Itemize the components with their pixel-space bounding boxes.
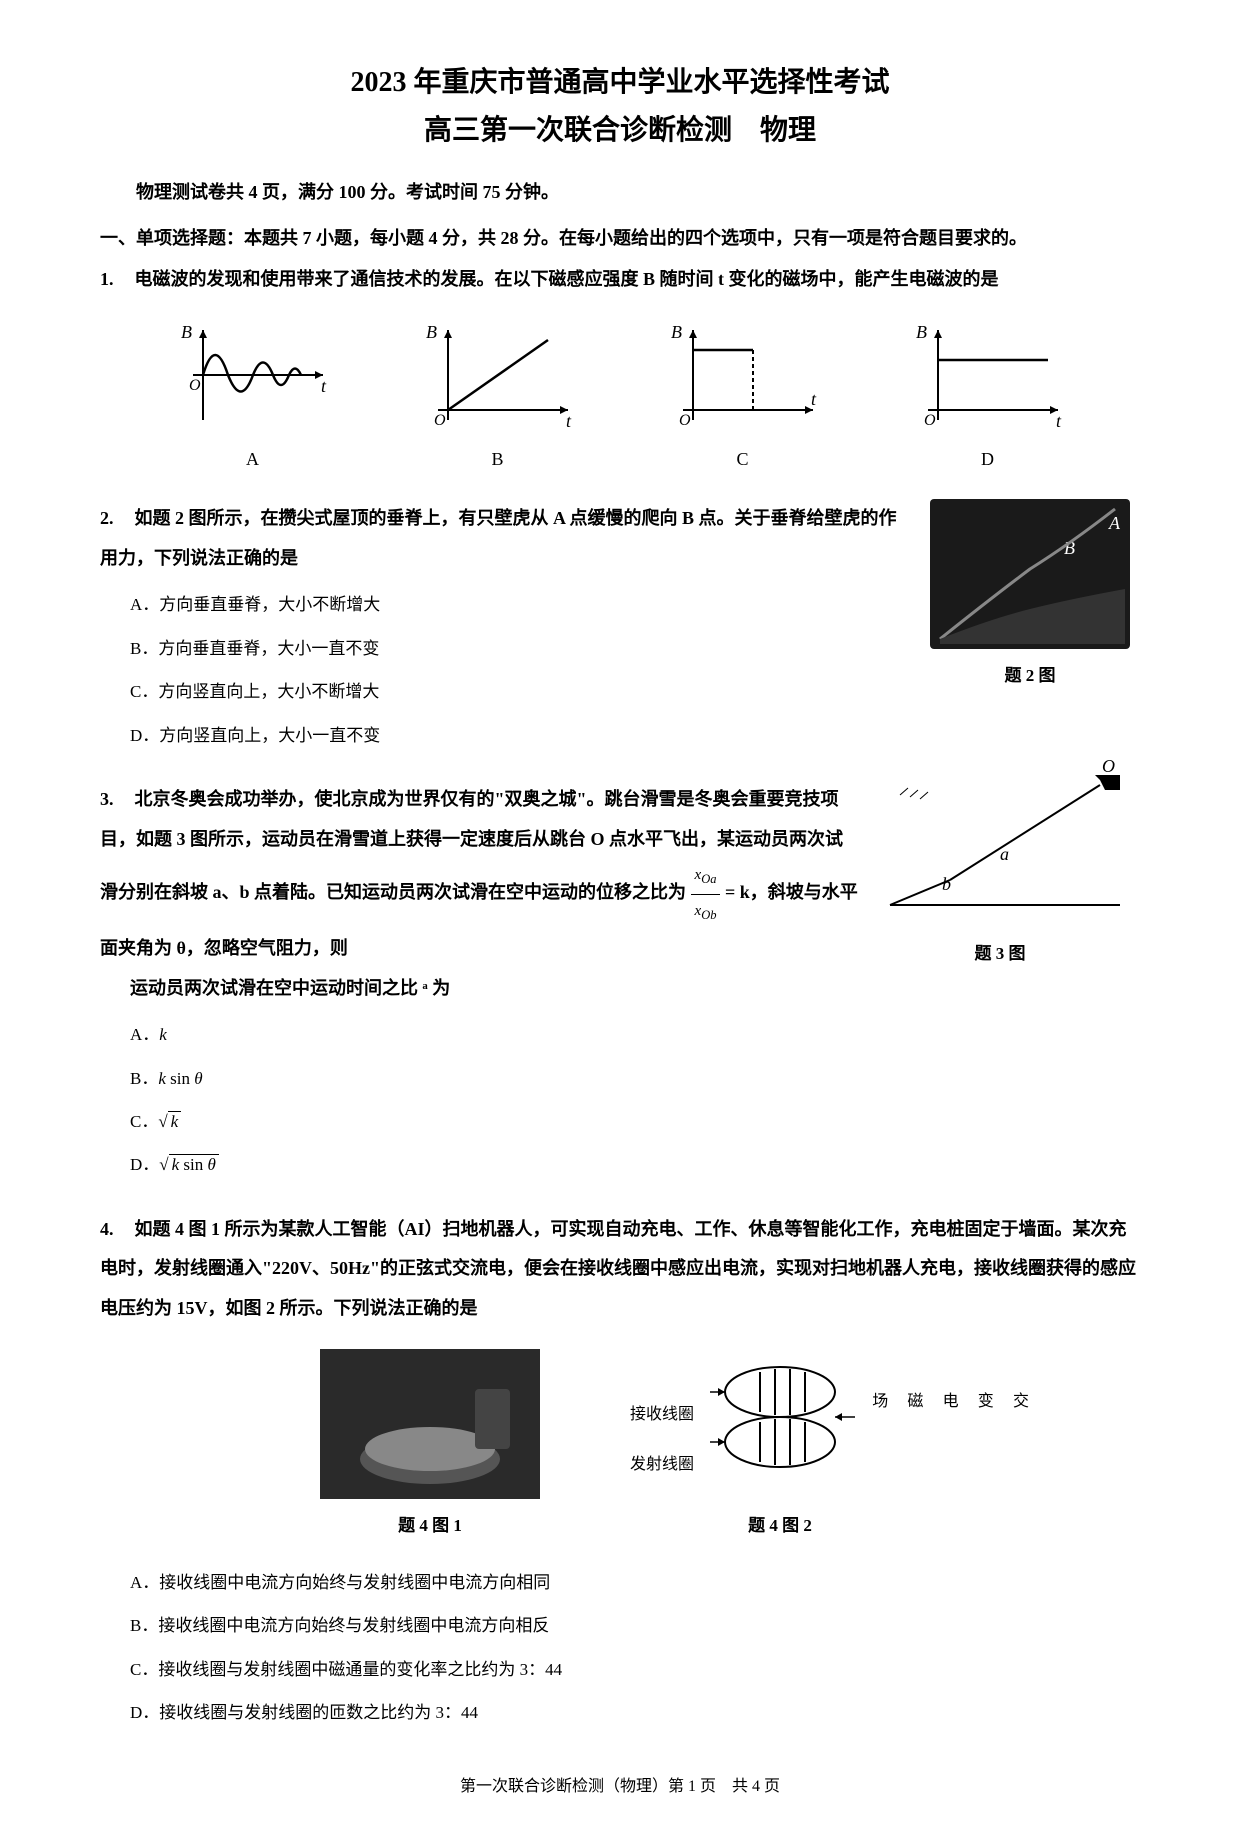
graph-d: B t O — [908, 315, 1068, 435]
q3-fraction: xOa xOb — [691, 859, 721, 929]
q4-stem: 如题 4 图 1 所示为某款人工智能（AI）扫地机器人，可实现自动充电、工作、休… — [100, 1219, 1136, 1318]
svg-text:B: B — [916, 322, 927, 342]
q1-number: 1. — [100, 260, 130, 300]
q4-choice-d: D．接收线圈与发射线圈的匝数之比约为 3：44 — [130, 1694, 1140, 1731]
q4-fig2: 接收线圈 发射线圈 交变电磁场 题 4 图 2 — [640, 1352, 920, 1544]
q4-choice-b: B．接收线圈中电流方向始终与发射线圈中电流方向相反 — [130, 1607, 1140, 1644]
q1-label-c: C — [663, 440, 823, 480]
svg-text:t: t — [566, 411, 572, 430]
svg-text:t: t — [811, 389, 817, 409]
q4-caption1: 题 4 图 1 — [320, 1507, 540, 1544]
q2-roof-image: A B — [930, 499, 1130, 649]
q2-caption: 题 2 图 — [920, 657, 1140, 694]
question-3: O a b 题 3 图 3. 北京冬奥会成功举办，使北京成为世界仅有的"双奥之城… — [100, 780, 1140, 1190]
q3-caption: 题 3 图 — [860, 935, 1140, 972]
svg-text:O: O — [679, 412, 691, 429]
title-main: 2023 年重庆市普通高中学业水平选择性考试 — [100, 60, 1140, 100]
q1-figures: B t O A B t O — [130, 315, 1110, 480]
page-footer: 第一次联合诊断检测（物理）第 1 页 共 4 页 — [100, 1772, 1140, 1796]
q1-stem: 电磁波的发现和使用带来了通信技术的发展。在以下磁感应强度 B 随时间 t 变化的… — [135, 269, 999, 289]
q3-frac-bot: xOb — [691, 895, 721, 930]
svg-text:O: O — [1102, 760, 1115, 776]
q1-fig-c: B t O C — [663, 315, 823, 480]
exam-info: 物理测试卷共 4 页，满分 100 分。考试时间 75 分钟。 — [100, 178, 1140, 204]
section-1-header: 一、单项选择题：本题共 7 小题，每小题 4 分，共 28 分。在每小题给出的四… — [100, 224, 1140, 250]
q3-choice-d: D．√k sin θ — [130, 1146, 1140, 1183]
svg-text:a: a — [1000, 844, 1009, 864]
q2-stem: 如题 2 图所示，在攒尖式屋顶的垂脊上，有只壁虎从 A 点缓慢的爬向 B 点。关… — [100, 508, 897, 568]
svg-text:B: B — [426, 322, 437, 342]
q4-choice-c: C．接收线圈与发射线圈中磁通量的变化率之比约为 3：44 — [130, 1651, 1140, 1688]
svg-text:t: t — [1056, 411, 1062, 430]
q4-recv-label: 接收线圈 — [630, 1397, 694, 1432]
q3-figure: O a b 题 3 图 — [860, 760, 1140, 972]
q3-choice-b: B．k sin θ — [130, 1060, 1140, 1097]
q4-fig1: 题 4 图 1 — [320, 1349, 540, 1544]
q4-number: 4. — [100, 1210, 130, 1250]
q3-choice-a: A．k — [130, 1016, 1140, 1053]
question-1: 1. 电磁波的发现和使用带来了通信技术的发展。在以下磁感应强度 B 随时间 t … — [100, 260, 1140, 479]
graph-b: B t O — [418, 315, 578, 435]
title-sub: 高三第一次联合诊断检测 物理 — [100, 108, 1140, 148]
q4-choices: A．接收线圈中电流方向始终与发射线圈中电流方向相同 B．接收线圈中电流方向始终与… — [130, 1564, 1140, 1732]
q2-number: 2. — [100, 499, 130, 539]
q1-label-b: B — [418, 440, 578, 480]
q1-fig-b: B t O B — [418, 315, 578, 480]
q3-choices: A．k B．k sin θ C．√k D．√k sin θ — [130, 1016, 1140, 1184]
svg-text:b: b — [942, 874, 951, 894]
question-4: 4. 如题 4 图 1 所示为某款人工智能（AI）扫地机器人，可实现自动充电、工… — [100, 1210, 1140, 1732]
svg-text:O: O — [434, 412, 446, 429]
q1-label-a: A — [173, 440, 333, 480]
graph-c: B t O — [663, 315, 823, 435]
svg-text:t: t — [321, 376, 327, 396]
q4-send-label: 发射线圈 — [630, 1447, 694, 1482]
q4-figures: 题 4 图 1 接收线圈 — [100, 1349, 1140, 1544]
q4-choice-a: A．接收线圈中电流方向始终与发射线圈中电流方向相同 — [130, 1564, 1140, 1601]
q2-choice-d: D．方向竖直向上，大小一直不变 — [130, 717, 1140, 754]
q1-label-d: D — [908, 440, 1068, 480]
svg-text:O: O — [189, 377, 201, 394]
q3-choice-c: C．√k — [130, 1103, 1140, 1140]
question-2: A B 题 2 图 2. 如题 2 图所示，在攒尖式屋顶的垂脊上，有只壁虎从 A… — [100, 499, 1140, 760]
q3-stem-p3: 运动员两次试滑在空中运动时间之比 ᵃ 为 — [130, 969, 1140, 1009]
q3-number: 3. — [100, 780, 130, 820]
q4-robot-image — [320, 1349, 540, 1499]
q1-fig-d: B t O D — [908, 315, 1068, 480]
q4-field-label: 交变电磁场 — [860, 1392, 1036, 1408]
q2-figure: A B 题 2 图 — [920, 499, 1140, 694]
q1-fig-a: B t O A — [173, 315, 333, 480]
q4-caption2: 题 4 图 2 — [640, 1507, 920, 1544]
svg-text:B: B — [181, 322, 192, 342]
q3-frac-top: xOa — [691, 859, 721, 895]
svg-text:B: B — [671, 322, 682, 342]
svg-text:O: O — [924, 412, 936, 429]
graph-a: B t O — [173, 315, 333, 435]
